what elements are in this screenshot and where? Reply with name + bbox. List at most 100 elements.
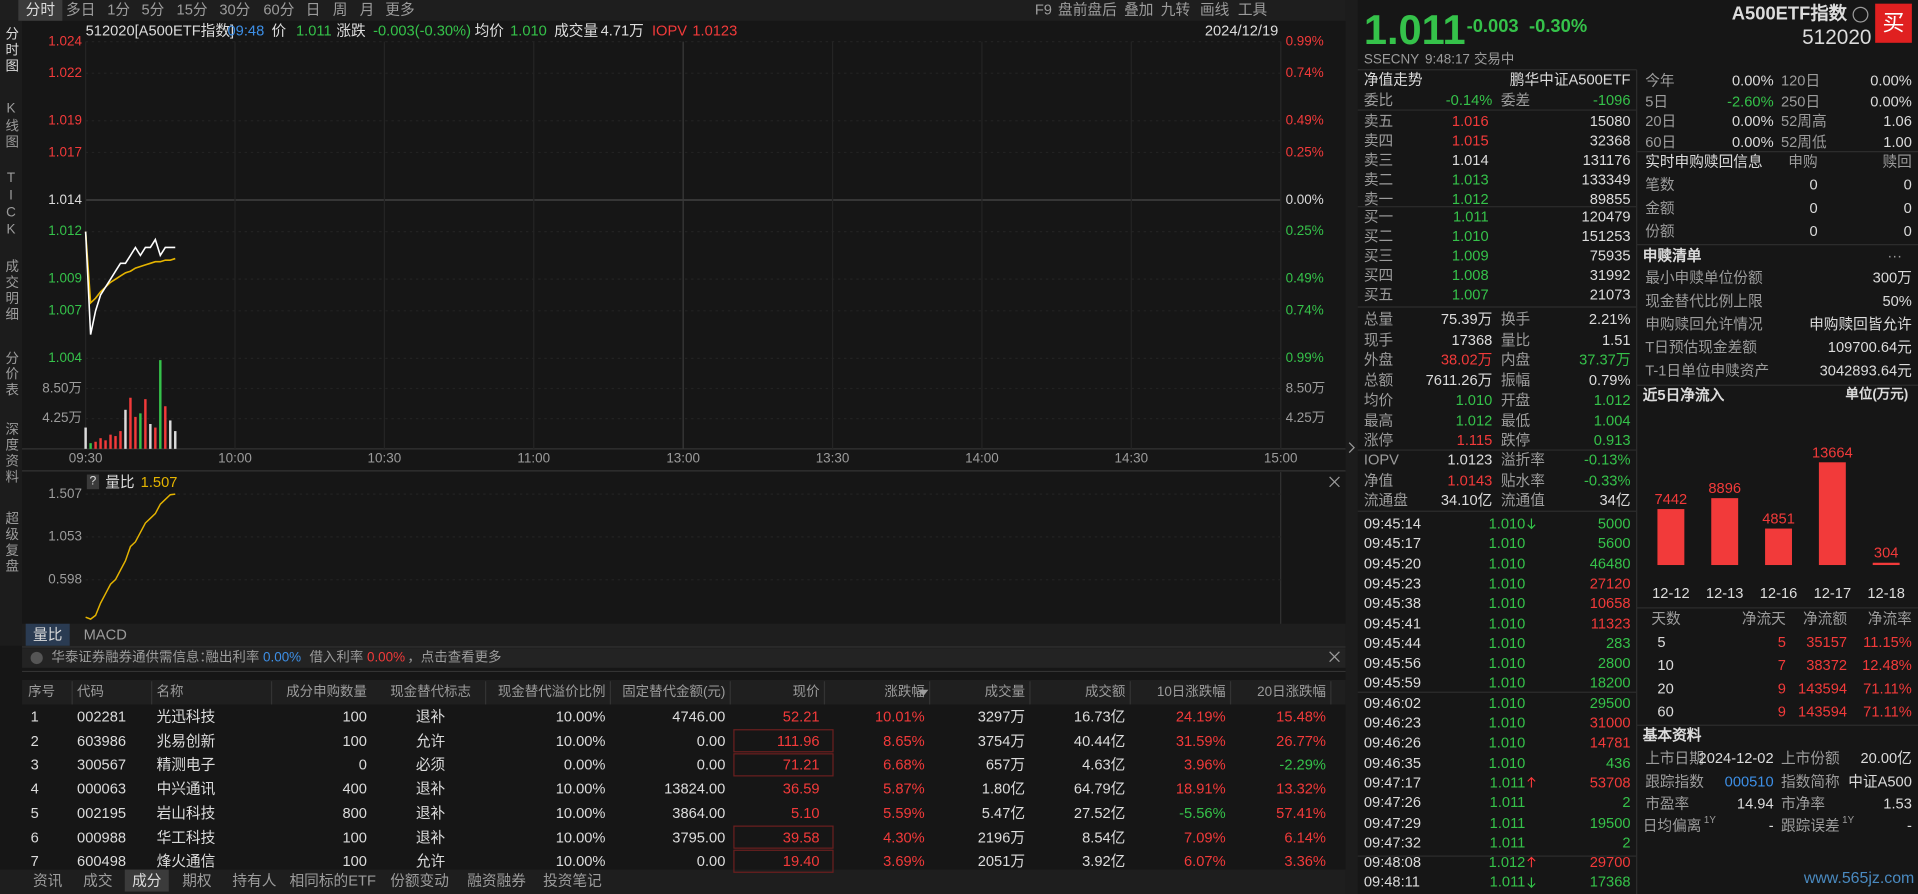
table-cell: 5.47亿	[981, 804, 1026, 822]
tool-button[interactable]: 画线	[1199, 1, 1230, 19]
tick-volume: 53708	[1589, 774, 1631, 792]
indicator-tab[interactable]: MACD	[83, 626, 127, 644]
table-cell: 31.59%	[1175, 732, 1226, 750]
tick-price: 1.011	[1489, 793, 1526, 812]
column-header[interactable]: 序号	[28, 684, 56, 700]
period-tab[interactable]: 分时	[18, 0, 63, 21]
column-header[interactable]: 成分申购数量	[286, 684, 367, 700]
bottom-tab[interactable]: 相同标的ETF	[289, 871, 376, 890]
table-cell: 64.79亿	[1073, 780, 1126, 798]
tool-button[interactable]: 盘前盘后	[1058, 1, 1117, 19]
stats-label: 最高	[1363, 411, 1394, 429]
side-tab[interactable]: 成交明细	[3, 259, 19, 323]
column-header[interactable]: 现金替代溢价比例	[497, 684, 606, 700]
tick-price: 1.011	[1489, 873, 1526, 891]
period-tab[interactable]: 30分	[219, 1, 251, 19]
inflow-header: 净流额	[1802, 610, 1848, 628]
table-cell: 精测电子	[156, 756, 216, 774]
creation-cell: 0	[1809, 176, 1818, 194]
bottom-tab[interactable]: 资讯	[33, 871, 63, 890]
rows-value: 14.94	[1736, 794, 1774, 813]
side-tab[interactable]: K线图	[3, 101, 19, 151]
volume-bar	[109, 434, 112, 449]
period-tab[interactable]: 多日	[66, 1, 96, 19]
tool-button[interactable]: 叠加	[1124, 1, 1154, 19]
column-header[interactable]: 成交额	[1084, 684, 1126, 700]
notice-text[interactable]: ，点击查看更多	[407, 650, 502, 666]
bottom-tab[interactable]: 期权	[182, 871, 212, 890]
creation-cell: 金额	[1645, 199, 1675, 217]
column-header[interactable]: 固定替代金额(元)	[622, 684, 726, 700]
inflow-cell: 20	[1657, 679, 1674, 698]
bottom-tab[interactable]: 成分	[124, 869, 169, 892]
tick-time: 09:46:26	[1363, 734, 1422, 752]
side-tab[interactable]: TICK	[3, 171, 19, 240]
side-tab[interactable]: 深度资料	[3, 421, 19, 486]
inflow-bar	[1872, 562, 1900, 566]
period-tab[interactable]: 15分	[176, 1, 208, 19]
bottom-tab[interactable]: 投资笔记	[543, 871, 602, 890]
side-tab[interactable]: 分时图	[3, 26, 19, 75]
tool-button[interactable]: F9	[1034, 1, 1052, 19]
period-tab[interactable]: 更多	[385, 1, 415, 19]
period-tab[interactable]: 月	[359, 1, 375, 19]
field-value: 4.71万	[600, 22, 644, 40]
periods-label: 52周高	[1780, 112, 1827, 130]
table-cell: 3.92亿	[1082, 852, 1126, 870]
table-cell: 19.40	[782, 852, 820, 870]
time: 09:48	[227, 22, 265, 40]
code: 512020	[1802, 25, 1872, 49]
column-header[interactable]: 代码	[77, 684, 104, 700]
table-cell: 6.14%	[1284, 828, 1326, 846]
table-cell: 2196万	[977, 828, 1026, 846]
stats-value: 1.010	[1455, 391, 1493, 409]
book-price: 1.015	[1451, 132, 1489, 150]
period-tab[interactable]: 60分	[263, 1, 295, 19]
periods-label: 250日	[1780, 92, 1821, 110]
periods-value: 1.06	[1883, 112, 1912, 130]
inflow-cell: 38372	[1806, 656, 1848, 674]
period-tab[interactable]: 5分	[141, 1, 165, 19]
time-tick-label: 14:00	[965, 451, 999, 466]
buy[interactable]: 买	[1882, 11, 1905, 36]
table-cell: 27.52亿	[1073, 804, 1126, 822]
bottom-tab[interactable]: 融资融券	[467, 871, 526, 890]
bottom-tab[interactable]: 成交	[83, 871, 113, 890]
indicator-tab[interactable]: 量比	[25, 623, 70, 646]
period-tab[interactable]: 1分	[107, 1, 131, 19]
period-tab[interactable]: 日	[305, 1, 321, 19]
book-volume: 75935	[1589, 247, 1631, 265]
bottom-tab[interactable]: 份额变动	[390, 871, 449, 890]
table-cell: 000063	[77, 780, 127, 798]
side-tab[interactable]: 分价表	[3, 351, 19, 399]
book-price: 1.012	[1451, 190, 1489, 208]
column-header[interactable]: 10日涨跌幅	[1156, 684, 1226, 700]
tick-price: 1.010	[1488, 574, 1526, 592]
watermark: www.565jz.com	[1803, 868, 1915, 887]
period-tab[interactable]: 周	[332, 1, 348, 19]
side-tab[interactable]: 超级复盘	[3, 511, 19, 575]
pct-tick-label: 0.25%	[1285, 224, 1324, 239]
more[interactable]: ···	[1887, 247, 1903, 265]
indicator-tabs	[22, 623, 1346, 647]
inflow-category: 12-16	[1759, 584, 1798, 602]
tick-volume: 27120	[1589, 574, 1631, 592]
column-header[interactable]: 涨跌幅	[884, 684, 925, 700]
book-level: 买一	[1363, 207, 1394, 226]
column-header[interactable]: 名称	[156, 684, 184, 700]
table-cell: 26.77%	[1276, 732, 1326, 750]
time-tick-label: 10:00	[218, 451, 252, 466]
bottom-tab[interactable]: 持有人	[232, 871, 277, 890]
column-header[interactable]: 现价	[792, 684, 820, 700]
nav-label[interactable]: 净值走势	[1363, 70, 1423, 89]
volume-bar	[99, 438, 102, 449]
column-header[interactable]: 现金替代标志	[390, 684, 471, 700]
inflow-cell: 60	[1657, 703, 1674, 721]
column-header[interactable]: 成交量	[984, 684, 1026, 700]
tool-button[interactable]: 九转	[1160, 1, 1191, 19]
tool-button[interactable]: 工具	[1237, 1, 1268, 19]
cols: 申购	[1788, 152, 1818, 170]
column-header[interactable]: 20日涨跌幅	[1257, 684, 1326, 700]
creation-cell: 0	[1809, 222, 1818, 240]
tick-time: 09:45:23	[1363, 574, 1422, 592]
